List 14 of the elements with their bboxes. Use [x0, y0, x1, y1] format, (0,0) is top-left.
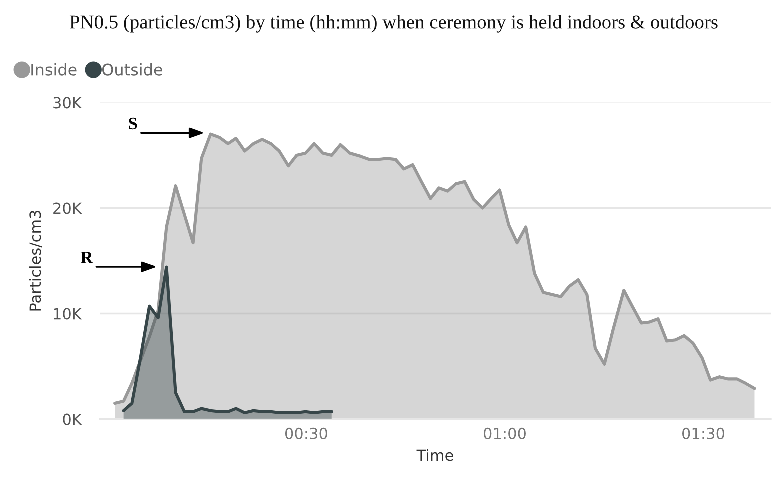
legend-label: Inside	[32, 63, 77, 76]
y-tick-label: 30K	[54, 97, 82, 109]
y-tick-label: 0K	[63, 414, 82, 426]
y-tick-label: 10K	[54, 308, 82, 320]
legend-label: Outside	[102, 63, 162, 76]
x-tick-label: 01:30	[682, 428, 724, 440]
x-tick-label: 01:00	[484, 428, 526, 440]
y-tick-label: 20K	[54, 202, 82, 214]
y-axis-title: Particles/cm3	[29, 210, 42, 311]
x-tick-label: 00:30	[285, 428, 328, 440]
chart-title: PN0.5 (particles/cm3) by time (hh:mm) when ceremony is held indoors & outdoors	[70, 15, 718, 33]
annotation: S	[129, 118, 138, 130]
text: R	[80, 252, 94, 264]
x-axis-title: Time	[416, 449, 454, 462]
